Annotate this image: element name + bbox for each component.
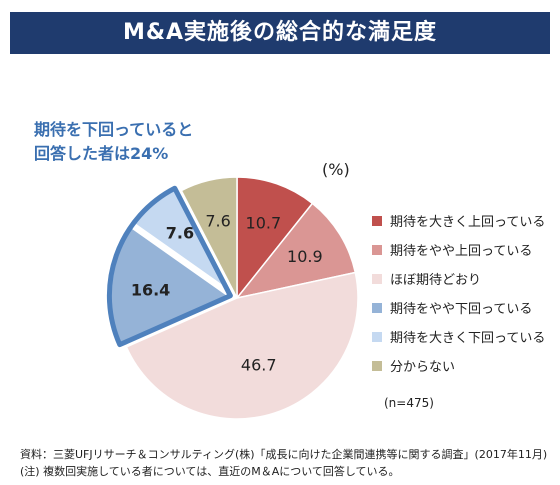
callout-text: 期待を下回っていると 回答した者は24% — [34, 118, 193, 166]
legend-item-1: 期待を大きく上回っている — [372, 206, 545, 235]
pie-slice-6 — [180, 176, 238, 299]
legend-label: 期待を大きく下回っている — [390, 331, 546, 346]
chart-title: M&A実施後の総合的な満足度 — [10, 12, 550, 54]
legend-swatch — [372, 302, 382, 313]
data-label-3: 46.7 — [241, 356, 277, 375]
data-label-4: 16.4 — [131, 280, 170, 299]
legend-swatch — [372, 215, 382, 226]
pie-slice-3 — [125, 271, 359, 420]
legend-label: ほぼ期待どおり — [390, 273, 482, 288]
legend: 期待を大きく上回っている 期待をやや上回っている ほぼ期待どおり期待をやや下回ってい… — [372, 206, 545, 380]
legend-swatch — [372, 244, 382, 255]
legend-label: 分からない — [390, 360, 456, 375]
footer: 資料：三菱UFJリサーチ＆コンサルティング(株)「成長に向けた企業間連携等に関す… — [20, 446, 547, 480]
data-label-6: 7.6 — [205, 211, 230, 230]
unit-label: (%) — [322, 160, 350, 179]
legend-label: 期待を大きく上回っている — [390, 215, 546, 230]
callout-line-1: 期待を下回っていると — [34, 120, 194, 139]
data-label-2: 10.9 — [287, 247, 323, 266]
legend-swatch — [372, 360, 382, 371]
footnote: (注) 複数回実施している者については、直近のM＆Aについて回答している。 — [20, 465, 400, 478]
legend-label: 期待をやや下回っている — [390, 302, 533, 317]
callout-line-2: 回答した者は24% — [34, 144, 169, 163]
legend-item-3: ほぼ期待どおり — [372, 264, 545, 293]
legend-item-2: 期待をやや上回っている — [372, 235, 545, 264]
data-label-1: 10.7 — [246, 214, 282, 233]
legend-item-4: 期待をやや下回っている — [372, 293, 545, 322]
pie-slice-2 — [235, 202, 357, 300]
legend-swatch — [372, 331, 382, 342]
legend-item-6: 分からない — [372, 351, 545, 380]
below-expectation-highlight — [106, 185, 233, 348]
pie-slice-1 — [236, 176, 314, 301]
legend-swatch — [372, 273, 382, 284]
legend-item-5: 期待を大きく下回っている — [372, 322, 545, 351]
data-label-5: 7.6 — [166, 224, 194, 243]
sample-size-note: (n=475) — [384, 396, 434, 410]
source-note: 資料：三菱UFJリサーチ＆コンサルティング(株)「成長に向けた企業間連携等に関す… — [20, 448, 548, 461]
legend-label: 期待をやや上回っている — [390, 244, 533, 259]
